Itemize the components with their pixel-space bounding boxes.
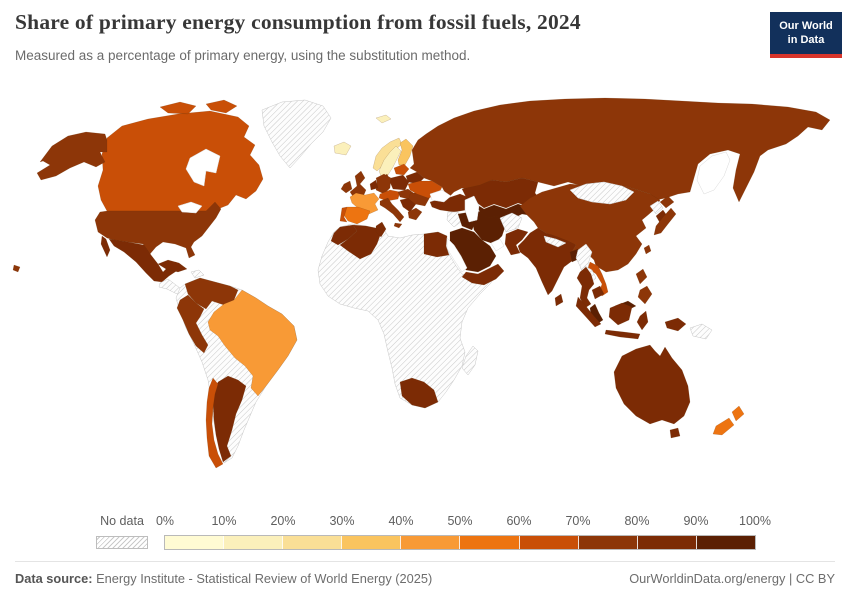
region-united-kingdom[interactable]	[349, 170, 367, 199]
region-papua-new-guinea[interactable]	[689, 323, 713, 340]
region-alaska[interactable]	[36, 131, 108, 181]
legend-tick-0%: 0%	[155, 514, 175, 528]
legend-tick-60%: 60%	[506, 514, 532, 528]
region-indonesia[interactable]	[575, 296, 687, 340]
legend-tick-70%: 70%	[565, 514, 591, 528]
region-nepal[interactable]	[543, 235, 567, 248]
region-germany[interactable]	[375, 173, 392, 195]
legend-tick-50%: 50%	[447, 514, 473, 528]
legend-tick-10%: 10%	[211, 514, 237, 528]
legend-tick-30%: 30%	[329, 514, 355, 528]
region-pakistan[interactable]	[504, 228, 529, 256]
legend-tick-20%: 20%	[270, 514, 296, 528]
legend-tick-90%: 90%	[683, 514, 709, 528]
region-australia[interactable]	[613, 344, 691, 425]
legend-bin-80%-90%[interactable]	[636, 536, 696, 549]
region-hispaniola[interactable]	[190, 269, 205, 279]
legend-scale: 0% 10% 20% 30% 40% 50% 60% 70% 80% 90% 100%	[156, 510, 771, 560]
no-data-label: No data	[100, 514, 144, 528]
legend-bin-0%-10%[interactable]	[165, 536, 224, 549]
legend-bin-20%-30%[interactable]	[282, 536, 342, 549]
region-hawaii[interactable]	[12, 264, 21, 273]
legend-bin-30%-40%[interactable]	[341, 536, 401, 549]
legend-bin-90%-100%[interactable]	[695, 536, 755, 549]
region-algeria[interactable]	[339, 224, 382, 260]
region-italy[interactable]	[379, 197, 405, 229]
region-brazil[interactable]	[207, 289, 298, 397]
region-morocco[interactable]	[330, 224, 358, 246]
region-peru-ecuador[interactable]	[176, 294, 209, 354]
region-spain[interactable]	[342, 206, 371, 225]
region-svalbard[interactable]	[375, 114, 392, 124]
region-greece[interactable]	[407, 207, 423, 221]
red-sea	[446, 237, 468, 273]
region-south-africa[interactable]	[399, 377, 439, 409]
legend-tick-40%: 40%	[388, 514, 414, 528]
region-africa-no-data[interactable]	[317, 223, 498, 409]
sea-of-okhotsk	[696, 151, 731, 195]
page-subtitle: Measured as a percentage of primary ener…	[15, 48, 471, 63]
legend-bin-70%-80%[interactable]	[577, 536, 637, 549]
region-finland[interactable]	[397, 138, 414, 166]
legend-bin-50%-60%[interactable]	[459, 536, 519, 549]
region-canada[interactable]	[97, 99, 264, 212]
region-japan[interactable]	[653, 195, 677, 236]
region-czechia-austria[interactable]	[378, 189, 401, 202]
region-sri-lanka[interactable]	[554, 293, 564, 307]
region-mongolia[interactable]	[569, 181, 635, 205]
region-poland[interactable]	[389, 174, 410, 191]
hudson-bay	[185, 148, 221, 187]
owid-logo-line2: in Data	[787, 34, 825, 47]
region-cambodia[interactable]	[591, 285, 605, 300]
region-new-zealand[interactable]	[712, 405, 745, 436]
legend-color-bar	[164, 535, 756, 550]
region-philippines[interactable]	[635, 268, 653, 305]
region-cuba[interactable]	[157, 259, 188, 273]
region-baltics[interactable]	[393, 163, 410, 176]
region-portugal[interactable]	[339, 206, 348, 223]
legend-bin-10%-20%[interactable]	[223, 536, 283, 549]
legend-bin-40%-50%[interactable]	[400, 536, 460, 549]
region-greenland[interactable]	[261, 99, 332, 169]
legend-tick-100%: 100%	[739, 514, 771, 528]
legend-tick-80%: 80%	[624, 514, 650, 528]
world-map	[10, 92, 840, 506]
credit-link[interactable]: OurWorldinData.org/energy | CC BY	[629, 571, 835, 586]
region-ireland[interactable]	[340, 180, 353, 194]
region-chile[interactable]	[205, 377, 224, 469]
region-iceland[interactable]	[333, 141, 352, 156]
water-overlays	[177, 148, 731, 273]
persian-gulf	[490, 238, 505, 252]
region-afghanistan[interactable]	[499, 212, 523, 233]
region-benelux[interactable]	[369, 179, 379, 191]
chart-footer: Data source: Energy Institute - Statisti…	[15, 561, 835, 586]
region-vietnam[interactable]	[587, 261, 609, 297]
great-lakes	[177, 201, 203, 214]
region-egypt[interactable]	[423, 231, 450, 258]
region-madagascar[interactable]	[461, 345, 479, 376]
region-yemen-oman[interactable]	[461, 263, 505, 286]
region-tasmania[interactable]	[669, 427, 681, 439]
legend-bin-60%-70%[interactable]	[518, 536, 578, 549]
world-map-svg	[12, 97, 831, 469]
region-argentina[interactable]	[212, 375, 247, 463]
map-legend: No data 0% 10% 20% 30% 40% 50% 60% 70% 80% 90% 100…	[0, 510, 850, 560]
region-syria-levant[interactable]	[446, 211, 463, 228]
data-source-text: Energy Institute - Statistical Review of…	[92, 571, 433, 586]
page-title: Share of primary energy consumption from…	[15, 10, 581, 34]
region-north-korea[interactable]	[649, 200, 664, 215]
region-taiwan[interactable]	[643, 244, 652, 255]
owid-logo[interactable]: Our World in Data	[770, 12, 842, 58]
region-tunisia[interactable]	[375, 221, 387, 238]
region-thailand[interactable]	[576, 266, 595, 309]
no-data-swatch[interactable]	[96, 536, 148, 549]
owid-logo-line1: Our World	[779, 20, 833, 32]
region-usa[interactable]	[94, 201, 222, 259]
black-sea	[429, 189, 452, 203]
data-source-label: Data source:	[15, 571, 93, 586]
caspian-sea	[464, 195, 480, 223]
data-source: Data source: Energy Institute - Statisti…	[15, 571, 432, 586]
